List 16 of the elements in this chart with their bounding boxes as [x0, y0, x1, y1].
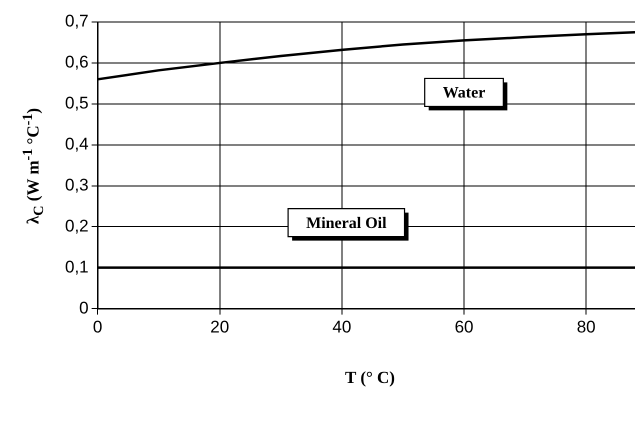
x-axis-title: T (° C) — [345, 368, 395, 388]
y-tick-label: 0,3 — [64, 175, 89, 194]
x-tick-label: 40 — [332, 317, 352, 336]
y-tick-label: 0,2 — [64, 216, 89, 236]
y-tick-label: 0,1 — [64, 257, 89, 276]
text: Mineral Oil — [306, 214, 388, 232]
x-tick-label: 80 — [576, 317, 596, 336]
x-tick-label: 60 — [454, 317, 474, 336]
x-tick-label: 20 — [210, 317, 230, 336]
y-tick-label: 0,7 — [64, 12, 89, 31]
y-tick-label: 0 — [79, 298, 89, 318]
y-tick-label: 0,5 — [64, 94, 89, 113]
y-tick-label: 0,4 — [64, 134, 89, 154]
text: Water — [442, 84, 486, 102]
y-tick-label: 0,6 — [64, 52, 89, 72]
x-tick-label: 0 — [92, 317, 102, 336]
